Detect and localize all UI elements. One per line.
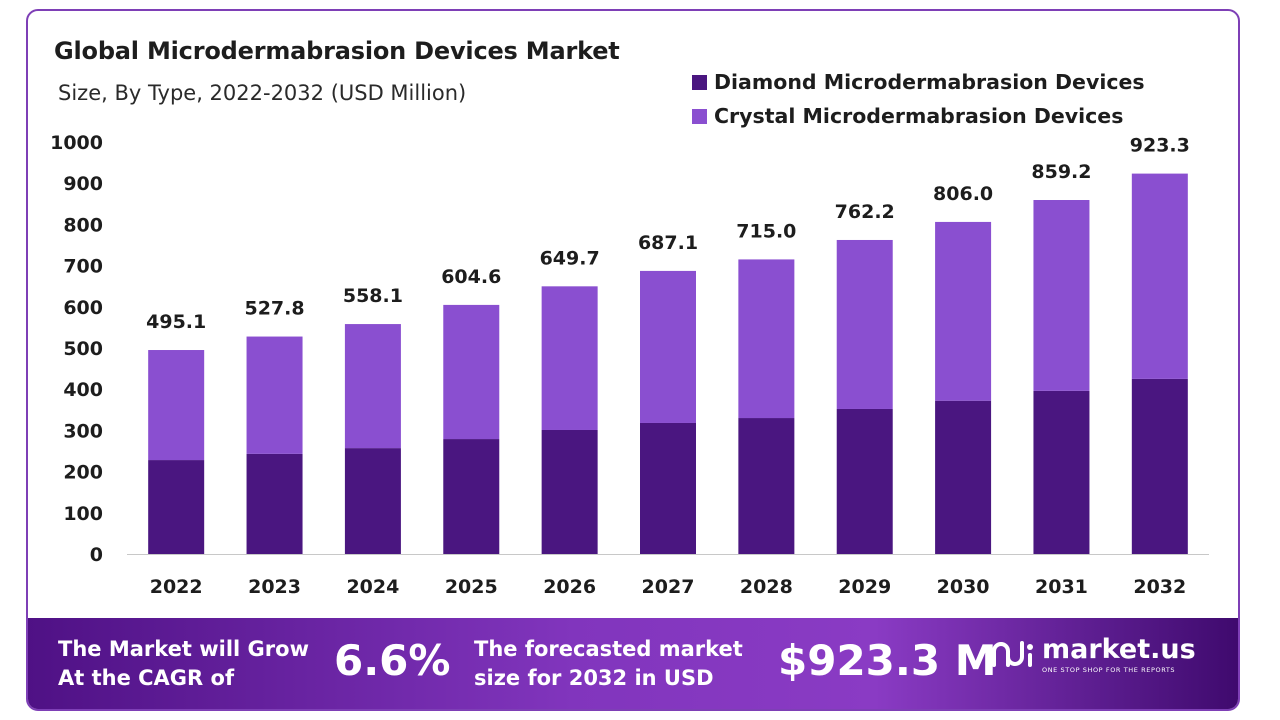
- y-tick-label: 1000: [50, 132, 103, 154]
- legend: Diamond Microdermabrasion Devices Crysta…: [692, 65, 1145, 133]
- market-us-logo: market.us ONE STOP SHOP FOR THE REPORTS: [990, 635, 1196, 675]
- forecast-caption-line2: size for 2032 in USD: [474, 666, 714, 690]
- market-us-logo-icon: [992, 641, 1033, 667]
- bar-diamond: [344, 448, 401, 554]
- cagr-caption: The Market will Grow At the CAGR of: [58, 635, 309, 693]
- footer-banner: The Market will Grow At the CAGR of 6.6%…: [28, 618, 1238, 709]
- y-tick-label: 500: [63, 338, 103, 360]
- bar-crystal: [1033, 200, 1090, 391]
- x-tick-label: 2024: [346, 576, 399, 598]
- legend-label-crystal: Crystal Microdermabrasion Devices: [714, 104, 1124, 128]
- bar-crystal: [148, 350, 205, 461]
- total-label: 859.2: [1031, 161, 1091, 183]
- bar-diamond: [1131, 378, 1188, 554]
- bar-diamond: [246, 453, 303, 554]
- chart-frame: Global Microdermabrasion Devices Market …: [26, 9, 1240, 711]
- x-tick-label: 2030: [937, 576, 990, 598]
- bar-diamond: [836, 408, 893, 554]
- total-label: 806.0: [933, 183, 993, 205]
- total-label: 558.1: [343, 285, 403, 307]
- bar-crystal: [541, 286, 598, 430]
- bar-crystal: [1131, 173, 1188, 379]
- x-tick-label: 2032: [1133, 576, 1186, 598]
- bar-diamond: [640, 422, 696, 554]
- y-tick-label: 800: [63, 214, 103, 236]
- y-tick-label: 100: [63, 503, 103, 525]
- bar-diamond: [541, 429, 598, 554]
- chart-subtitle: Size, By Type, 2022-2032 (USD Million): [58, 81, 467, 105]
- total-label: 923.3: [1130, 135, 1190, 157]
- total-label: 715.0: [736, 220, 796, 242]
- legend-item-crystal: Crystal Microdermabrasion Devices: [692, 99, 1145, 133]
- cagr-value: 6.6%: [334, 636, 451, 685]
- x-tick-label: 2025: [445, 576, 498, 598]
- bar-crystal: [738, 259, 795, 419]
- logo-tagline: ONE STOP SHOP FOR THE REPORTS: [1042, 666, 1176, 674]
- y-tick-label: 300: [63, 420, 103, 442]
- bar-crystal: [344, 324, 401, 449]
- x-tick-label: 2028: [740, 576, 793, 598]
- legend-swatch-diamond: [692, 74, 707, 90]
- total-label: 495.1: [146, 311, 206, 333]
- total-label: 649.7: [540, 247, 600, 269]
- x-tick-label: 2031: [1035, 576, 1088, 598]
- bar-crystal: [935, 221, 992, 401]
- stacked-bar-chart: 0 100 200 300 400 500 600 700 800 900 1000 495.1 202…: [50, 132, 1209, 598]
- bar-crystal: [836, 239, 893, 409]
- legend-label-diamond: Diamond Microdermabrasion Devices: [714, 70, 1145, 94]
- legend-swatch-crystal: [692, 108, 707, 124]
- bar-diamond: [443, 439, 500, 554]
- bar-crystal: [246, 336, 303, 454]
- total-label: 687.1: [638, 232, 698, 254]
- x-tick-label: 2027: [642, 576, 695, 598]
- bar-crystal: [640, 270, 696, 423]
- x-tick-label: 2023: [248, 576, 301, 598]
- forecast-caption: The forecasted market size for 2032 in U…: [474, 635, 743, 693]
- y-tick-label: 600: [63, 297, 103, 319]
- total-label: 762.2: [835, 201, 895, 223]
- bar-diamond: [738, 418, 795, 554]
- bar-crystal: [443, 304, 500, 440]
- bar-diamond: [1033, 390, 1090, 554]
- cagr-caption-line2: At the CAGR of: [58, 666, 235, 690]
- bar-diamond: [148, 460, 205, 554]
- y-tick-label: 200: [63, 462, 103, 484]
- forecast-value: $923.3 M: [778, 636, 997, 685]
- y-tick-label: 0: [90, 544, 103, 566]
- x-tick-label: 2022: [150, 576, 203, 598]
- cagr-caption-line1: The Market will Grow: [58, 637, 309, 661]
- logo-wordmark: market.us: [1042, 634, 1196, 665]
- total-label: 604.6: [441, 266, 501, 288]
- y-tick-label: 700: [63, 256, 103, 278]
- bar-diamond: [935, 400, 992, 554]
- x-tick-label: 2029: [838, 576, 891, 598]
- legend-item-diamond: Diamond Microdermabrasion Devices: [692, 65, 1145, 99]
- y-tick-label: 900: [63, 173, 103, 195]
- x-tick-label: 2026: [543, 576, 596, 598]
- total-label: 527.8: [244, 298, 304, 320]
- chart-title: Global Microdermabrasion Devices Market: [54, 37, 620, 65]
- forecast-caption-line1: The forecasted market: [474, 637, 743, 661]
- y-tick-label: 400: [63, 379, 103, 401]
